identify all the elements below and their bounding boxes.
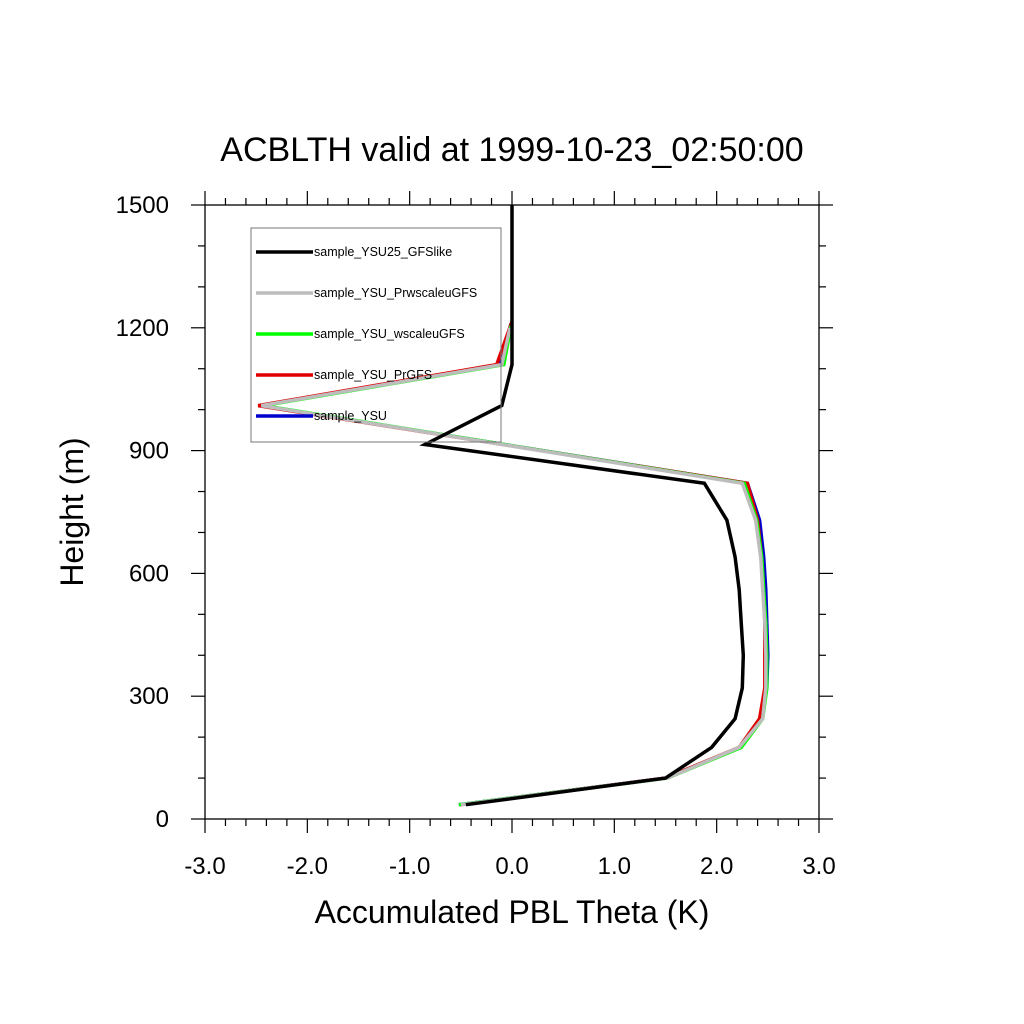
x-axis-label: Accumulated PBL Theta (K): [315, 894, 710, 930]
legend: sample_YSU25_GFSlike sample_YSU_Prwscaleu…: [250, 227, 502, 443]
x-tick-label: 3.0: [802, 853, 835, 880]
legend-label-4: sample_YSU: [314, 409, 387, 423]
series-line-1: [261, 327, 768, 807]
axes-layer: -3.0 -2.0 -1.0 0.0 1.0 2.0 3.0 0 300 600 900 1200 15…: [116, 191, 836, 880]
y-tick-label: 600: [129, 560, 169, 587]
x-tick-label: -1.0: [389, 853, 430, 880]
legend-label-0: sample_YSU25_GFSlike: [314, 245, 452, 259]
legend-label-3: sample_YSU_PrGFS: [314, 368, 432, 382]
x-tick-label: 1.0: [598, 853, 631, 880]
x-tick-label: -3.0: [184, 853, 225, 880]
x-tick-label: -2.0: [287, 853, 328, 880]
x-tick-label: 0.0: [495, 853, 528, 880]
legend-box: [250, 227, 502, 443]
y-axis-label: Height (m): [54, 437, 90, 586]
y-tick-label: 1200: [116, 315, 169, 342]
y-tick-label: 1500: [116, 192, 169, 219]
series-line-0: [419, 205, 746, 807]
series-layer: [257, 205, 770, 807]
y-tick-label: 0: [156, 806, 169, 833]
legend-label-1: sample_YSU_PrwscaleuGFS: [314, 286, 477, 300]
y-tick-label: 300: [129, 683, 169, 710]
y-tick-label: 900: [129, 438, 169, 465]
chart-title: ACBLTH valid at 1999-10-23_02:50:00: [220, 131, 803, 169]
legend-label-2: sample_YSU_wscaleuGFS: [314, 327, 465, 341]
x-tick-label: 2.0: [700, 853, 733, 880]
